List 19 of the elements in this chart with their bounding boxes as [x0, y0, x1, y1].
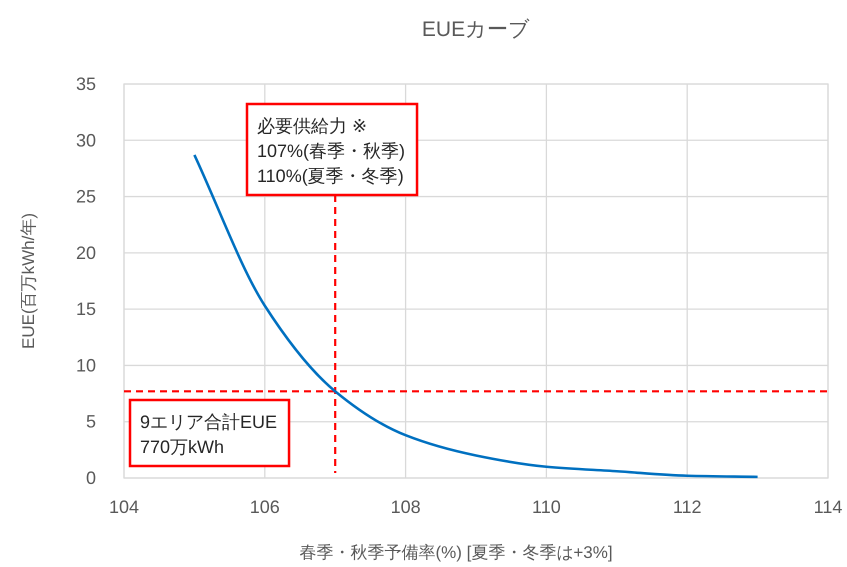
x-tick-label: 112 [672, 497, 702, 517]
y-tick-label: 15 [76, 299, 96, 320]
y-tick-label: 25 [76, 186, 96, 207]
y-tick-label: 10 [76, 355, 96, 376]
ref-line-label: 必要供給力 ※ 107%(春季・秋季) 110%(夏季・冬季) [257, 116, 406, 186]
y-tick-label: 5 [86, 412, 96, 432]
x-tick-label: 104 [108, 497, 140, 517]
x-tick-label: 114 [814, 497, 842, 517]
y-tick-label: 0 [86, 468, 96, 488]
ref-line-label: 9エリア合計EUE 770万kWh [140, 412, 278, 457]
y-tick-label: 20 [76, 242, 96, 263]
x-tick-label: 108 [390, 497, 421, 517]
x-tick-label: 106 [250, 497, 280, 517]
y-tick-label: 35 [76, 74, 96, 94]
x-axis-title: 春季・秋季予備率(%) [夏季・冬季は+3%] [299, 543, 613, 562]
y-axis-title: EUE(百万kWh/年) [19, 213, 38, 349]
y-tick-label: 30 [76, 130, 96, 150]
x-tick-label: 110 [532, 497, 561, 517]
chart-title: EUEカーブ [422, 18, 530, 41]
